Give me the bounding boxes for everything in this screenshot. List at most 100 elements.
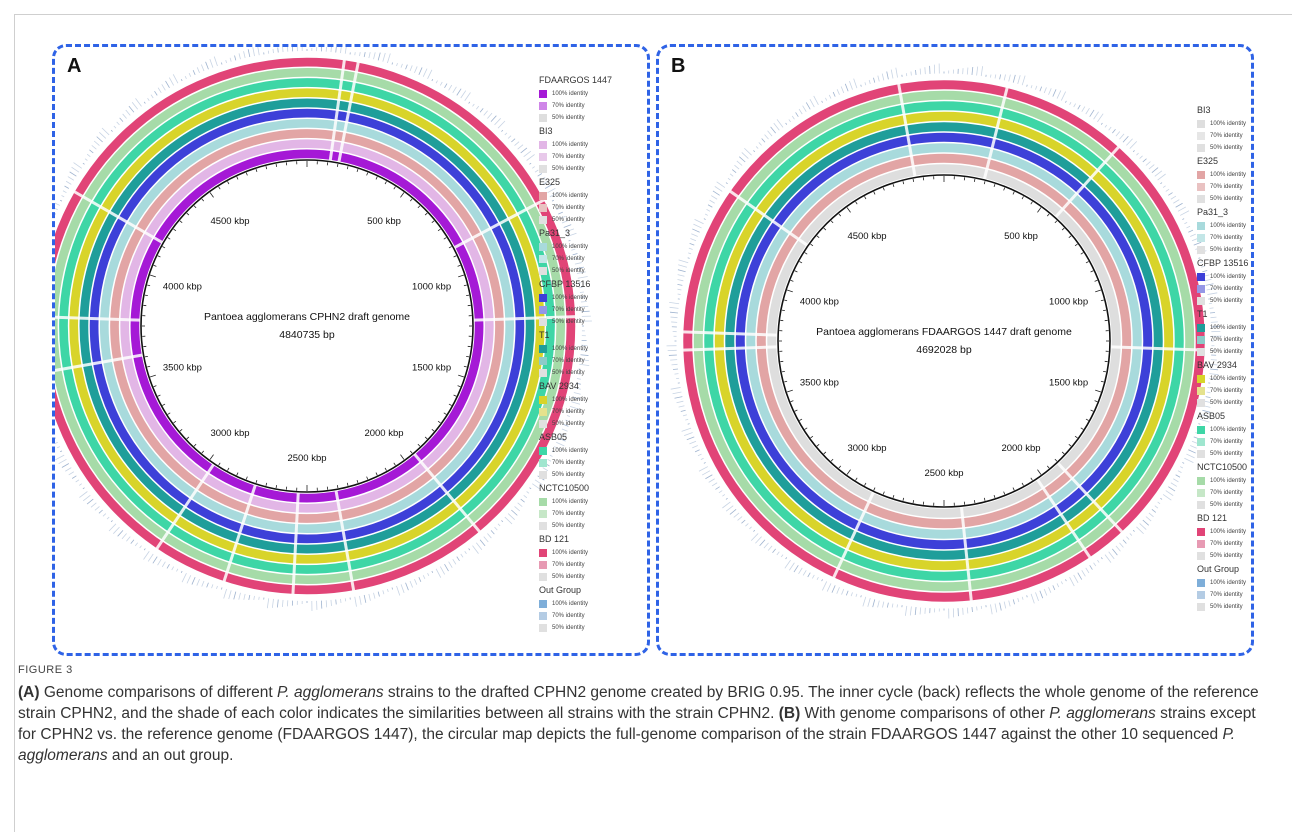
scale-tick: [781, 370, 785, 373]
legend-swatch: [539, 267, 547, 275]
outgroup-tick: [681, 427, 692, 432]
outgroup-tick: [1207, 292, 1218, 295]
legend-identity-label: 100% identity: [1210, 427, 1247, 433]
scale-tick: [356, 168, 359, 173]
outgroup-tick: [574, 262, 582, 265]
outgroup-tick: [75, 479, 80, 483]
outgroup-tick: [377, 591, 380, 597]
outgroup-tick: [1126, 536, 1130, 540]
scale-label: 4500 kbp: [210, 216, 249, 227]
outgroup-tick: [1085, 107, 1090, 115]
outgroup-tick: [534, 169, 539, 173]
legend-swatch: [539, 294, 547, 302]
scale-tick: [149, 374, 156, 378]
legend-swatch: [1197, 603, 1205, 611]
alignment-gap: [155, 463, 215, 550]
outgroup-tick: [116, 121, 120, 126]
outgroup-tick: [330, 47, 332, 53]
outgroup-tick: [680, 409, 686, 412]
scale-label: 3500 kbp: [800, 377, 839, 388]
outgroup-tick: [737, 516, 743, 521]
outgroup-tick: [514, 141, 520, 146]
outgroup-tick: [712, 190, 720, 196]
legend-swatch: [539, 612, 547, 620]
legend-swatch: [1197, 528, 1205, 536]
outgroup-tick: [400, 63, 403, 68]
legend-identity-label: 70% identity: [1210, 439, 1243, 445]
legend-identity-label: 100% identity: [1210, 172, 1247, 178]
scale-tick: [173, 228, 177, 232]
legend-swatch: [1197, 183, 1205, 191]
alignment-gap: [682, 330, 778, 337]
outgroup-tick: [330, 599, 332, 606]
alignment-gap: [982, 86, 1009, 180]
outgroup-tick: [456, 556, 460, 562]
legend-row: 50% identity: [539, 316, 612, 328]
outgroup-tick: [1097, 559, 1100, 563]
outgroup-tick: [1165, 188, 1170, 192]
outgroup-tick: [490, 115, 497, 122]
outgroup-tick: [976, 66, 979, 76]
outgroup-tick: [340, 47, 342, 54]
legend-group: E325 100% identity 70% identity 50% identit…: [539, 177, 612, 226]
outgroup-tick: [694, 218, 704, 225]
scale-tick: [186, 436, 190, 440]
outgroup-tick: [405, 582, 409, 591]
outgroup-tick: [850, 592, 853, 597]
scale-tick: [882, 491, 885, 495]
legend-identity-label: 100% identity: [1210, 274, 1247, 280]
outgroup-tick: [687, 257, 690, 259]
outgroup-tick: [731, 169, 737, 173]
outgroup-tick: [71, 166, 80, 173]
legend-swatch: [539, 369, 547, 377]
legend-row: 50% identity: [1197, 193, 1248, 205]
scale-tick: [983, 497, 986, 501]
outgroup-tick: [1119, 133, 1125, 140]
outgroup-tick: [452, 86, 457, 93]
outgroup-tick: [677, 293, 681, 295]
outgroup-tick: [882, 601, 885, 608]
outgroup-tick: [422, 575, 426, 580]
legend-row: 70% identity: [1197, 487, 1248, 499]
outgroup-tick: [816, 577, 819, 581]
scale-tick: [209, 454, 214, 460]
scale-tick: [458, 274, 465, 278]
outgroup-tick: [1201, 265, 1206, 268]
legend-swatch: [1197, 450, 1205, 458]
outgroup-tick: [1108, 551, 1115, 560]
outgroup-tick: [579, 363, 590, 367]
outgroup-tick: [452, 559, 457, 565]
caption-a-part2: strains to the drafted CPHN2 genome crea…: [18, 684, 1259, 722]
outgroup-tick: [99, 132, 107, 139]
outgroup-tick: [722, 501, 731, 509]
scale-tick: [227, 467, 230, 471]
outgroup-tick: [860, 595, 862, 598]
identity-ring: [746, 143, 1142, 539]
outgroup-tick: [391, 587, 393, 590]
scale-tick: [417, 443, 421, 447]
outgroup-tick: [125, 109, 131, 116]
outgroup-tick: [1112, 128, 1116, 134]
legend-swatch: [539, 90, 547, 98]
scale-tick: [458, 374, 465, 378]
outgroup-tick: [517, 144, 524, 150]
alignment-gap: [1056, 462, 1124, 534]
outgroup-tick: [252, 47, 255, 57]
legend-swatch: [539, 510, 547, 518]
outgroup-tick: [271, 598, 274, 608]
outgroup-tick: [248, 594, 251, 600]
legend-group: ASB05 100% identity 70% identity 50% identi…: [539, 432, 612, 481]
scale-tick: [275, 485, 278, 489]
legend-row: 100% identity: [1197, 220, 1248, 232]
outgroup-tick: [741, 519, 746, 524]
outgroup-tick: [448, 561, 453, 568]
outgroup-tick: [196, 578, 200, 586]
scale-tick: [846, 469, 851, 475]
legend-identity-label: 100% identity: [1210, 580, 1247, 586]
outgroup-tick: [427, 69, 433, 80]
legend-row: 70% identity: [539, 610, 612, 622]
outgroup-tick: [65, 467, 72, 472]
legend-row: 100% identity: [539, 343, 612, 355]
scale-tick: [157, 255, 161, 258]
legend-identity-label: 70% identity: [552, 358, 585, 364]
